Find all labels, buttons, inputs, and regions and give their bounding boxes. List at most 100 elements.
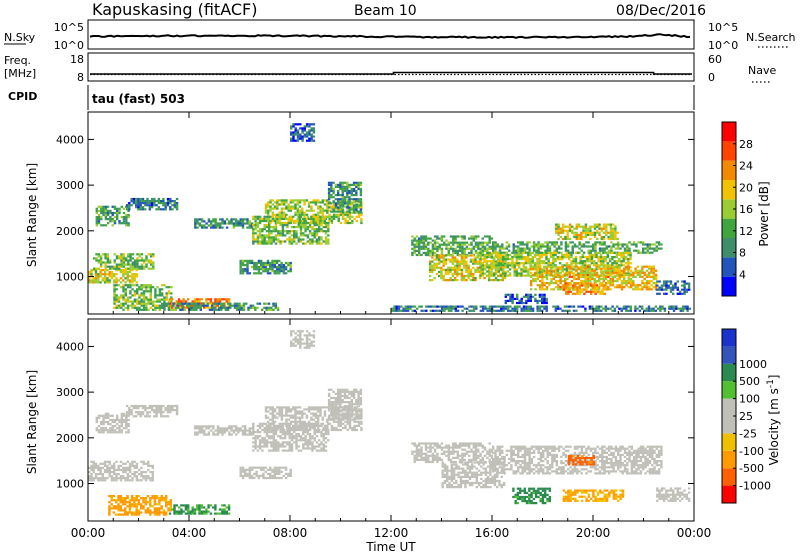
power-cell [124, 259, 128, 262]
power-cell [337, 210, 340, 213]
power-cell [342, 205, 345, 208]
power-cell [511, 299, 514, 302]
power-cell [588, 260, 591, 263]
power-cell [607, 265, 610, 268]
power-cell [280, 221, 284, 225]
power-cell [413, 251, 416, 254]
power-cell [617, 243, 620, 246]
power-cell [662, 280, 666, 283]
power-cell [554, 307, 557, 310]
power-cell [294, 133, 297, 136]
power-cell [133, 306, 137, 309]
power-cell [584, 284, 587, 287]
power-cell [609, 273, 612, 276]
velocity-cell [95, 416, 98, 419]
power-cell [591, 231, 594, 234]
power-cell [602, 267, 605, 270]
power-cell [294, 123, 297, 126]
velocity-cell [155, 495, 159, 498]
power-cell [166, 204, 170, 207]
power-cell [156, 294, 159, 297]
power-cell [360, 211, 363, 214]
power-cell [95, 259, 98, 262]
power-cell [501, 251, 504, 254]
power-cell [149, 255, 153, 258]
velocity-cell [101, 473, 104, 476]
power-cell [635, 249, 638, 252]
power-cell [289, 264, 292, 267]
power-cell [519, 247, 522, 250]
power-cell [499, 279, 502, 282]
power-cell [318, 226, 321, 229]
velocity-cell [113, 466, 116, 469]
power-cell [266, 264, 270, 267]
power-cell [135, 202, 138, 205]
power-cell [511, 251, 514, 254]
power-cell [662, 282, 666, 285]
power-cell [149, 296, 152, 299]
velocity-cell [142, 499, 145, 502]
power-cell [539, 288, 542, 291]
power-cell [534, 280, 537, 283]
power-cell [520, 299, 523, 302]
velocity-cell [142, 507, 145, 510]
power-cell [453, 268, 457, 271]
power-cell [127, 255, 130, 258]
velocity-cell [108, 513, 111, 516]
power-cell [541, 269, 544, 272]
power-cell [609, 227, 613, 230]
velocity-cell [97, 477, 100, 480]
power-cell [134, 261, 137, 264]
power-cell [100, 218, 103, 221]
power-cell [341, 200, 344, 203]
power-cell [519, 241, 522, 244]
power-cell [99, 269, 102, 272]
power-cell [156, 304, 159, 307]
power-cell [219, 226, 222, 229]
power-cell [511, 266, 514, 269]
power-cell [119, 281, 123, 284]
power-cell [278, 213, 281, 216]
velocity-cell [158, 503, 161, 506]
power-cell [228, 220, 231, 223]
power-cell [579, 262, 582, 265]
power-cell [599, 256, 603, 259]
velocity-cell [165, 511, 168, 514]
power-cell [343, 189, 347, 193]
power-cell [518, 266, 521, 269]
velocity-cell [112, 511, 116, 514]
power-cell [128, 281, 132, 284]
power-cell [518, 299, 521, 302]
velocity-cell [173, 508, 176, 511]
power-cell [453, 272, 457, 276]
power-cell [113, 281, 116, 284]
power-cell [355, 185, 358, 188]
power-cell [140, 263, 144, 266]
power-cell [258, 221, 262, 225]
power-cell [152, 263, 155, 266]
power-cell [319, 215, 322, 218]
power-cell [474, 258, 477, 261]
power-cell [355, 209, 358, 212]
power-cell [520, 262, 523, 265]
power-cell [503, 262, 507, 265]
power-cell [242, 308, 246, 311]
power-cell [355, 211, 358, 214]
power-cell [486, 243, 489, 246]
power-cell [250, 222, 254, 225]
velocity-cell [122, 477, 125, 480]
power-cell [504, 258, 507, 261]
power-cell [262, 264, 265, 267]
power-cell [556, 270, 559, 273]
power-cell [627, 270, 630, 273]
power-cell [161, 284, 164, 287]
power-cell [268, 215, 271, 218]
power-cell [559, 286, 562, 289]
power-cell [263, 242, 266, 245]
power-cell [582, 245, 586, 248]
power-cell [607, 231, 610, 234]
power-cell [346, 199, 349, 202]
power-cell [521, 249, 524, 252]
velocity-cell [117, 505, 120, 508]
power-cell [481, 241, 484, 244]
